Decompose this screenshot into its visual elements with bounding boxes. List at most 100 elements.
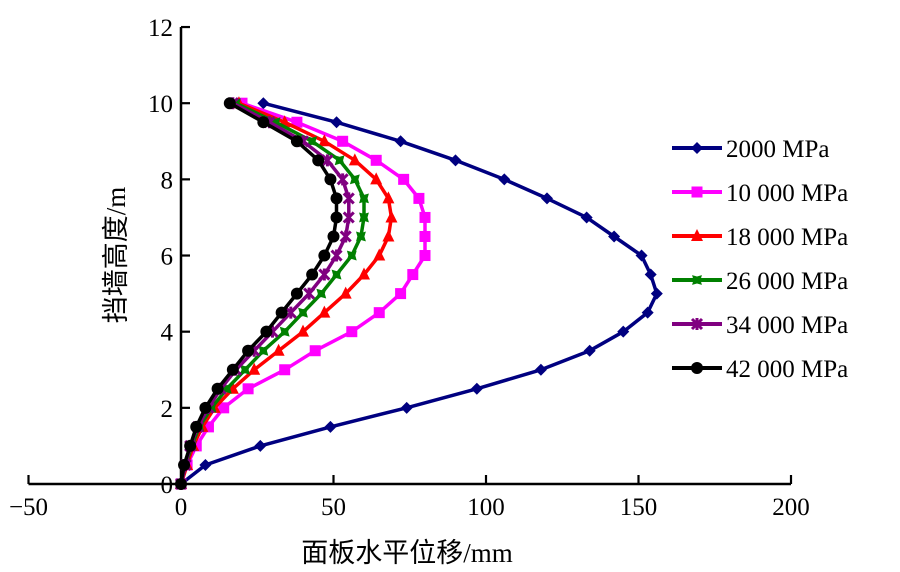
data-point [336,173,349,186]
data-point [178,458,191,471]
data-point [349,174,360,185]
data-point [297,324,309,337]
data-point [541,192,553,205]
data-point [449,154,462,167]
data-point [307,136,318,147]
data-point [358,267,370,280]
data-point [258,345,269,356]
data-point [318,249,331,262]
legend-item: 26 000 MPa [672,268,848,295]
legend-item: 2000 MPa [672,136,829,163]
data-point [342,192,355,205]
data-point [419,211,431,223]
legend-marker [692,275,702,285]
data-point [290,287,303,300]
legend-marker [691,362,703,374]
data-point [641,306,654,319]
legend-label: 42 000 MPa [726,356,848,383]
data-point [356,231,366,242]
data-point [331,269,342,280]
data-point [318,268,331,281]
data-point [346,326,358,338]
legend-label: 18 000 MPa [726,224,848,251]
data-point [324,420,337,433]
data-point [644,268,657,281]
data-point [382,229,395,242]
data-point [394,135,407,148]
x-tick-label: 100 [467,494,505,521]
data-point [275,306,288,319]
data-point [407,269,419,281]
series-2000-mpa [175,97,663,490]
data-point [419,250,431,262]
data-point [318,305,331,318]
x-tick-label: 0 [175,494,188,521]
data-point [226,363,239,376]
data-point [242,344,255,357]
series-34-000-mpa [174,97,355,491]
data-point [373,307,385,319]
data-point [498,173,511,186]
series-42-000-mpa [175,97,343,490]
data-point [359,193,369,204]
data-point [290,135,303,148]
data-point [298,307,308,318]
legend-label: 34 000 MPa [726,312,848,339]
data-point [339,230,352,243]
data-point [324,173,337,186]
legend-item: 10 000 MPa [672,180,848,207]
y-ticks: 0 2 4 6 8 10 12 [148,15,190,499]
data-point [395,288,407,300]
data-point [284,306,297,319]
legend-marker [691,142,703,154]
data-point [334,155,345,166]
series-line [179,101,427,485]
legend-marker [691,229,703,241]
data-point [218,402,230,414]
data-point [306,268,319,281]
data-point [534,363,547,376]
data-point [184,439,197,452]
data-point [248,362,261,375]
x-tick-label: 50 [321,494,346,521]
y-axis-title: 挡墙高度/m [101,187,131,324]
data-point [617,325,630,338]
series-layer [174,96,663,491]
data-point [330,116,343,129]
legend-item: 34 000 MPa [672,312,848,339]
data-point [330,249,343,262]
data-point [330,211,343,224]
data-point [257,116,270,129]
data-point [348,153,361,166]
x-tick-label: 150 [620,494,658,521]
y-tick-label: 10 [148,91,173,118]
data-point [583,344,596,357]
data-point [400,401,413,414]
y-tick-label: 4 [161,320,174,347]
data-point [223,97,236,110]
data-point [385,210,398,223]
data-point [240,364,250,375]
axes: −50 0 50 100 150 200 0 2 4 6 8 10 12 [9,15,810,521]
data-point [260,325,273,338]
data-point [279,326,290,337]
data-point [373,248,386,261]
series-line [179,101,659,486]
data-point [242,383,254,395]
series-10-000-mpa [175,97,431,490]
data-point [257,97,270,110]
y-tick-label: 2 [161,396,174,423]
data-point [327,230,340,243]
data-point [202,421,214,433]
data-point [342,211,355,224]
data-point [382,191,395,204]
data-point [291,116,303,128]
legend-item: 42 000 MPa [672,356,848,383]
data-point [650,287,663,300]
y-tick-label: 0 [161,472,174,499]
data-point [346,250,357,261]
y-tick-label: 6 [161,244,174,271]
x-tick-label: 200 [772,494,810,521]
legend-label: 2000 MPa [726,136,829,163]
